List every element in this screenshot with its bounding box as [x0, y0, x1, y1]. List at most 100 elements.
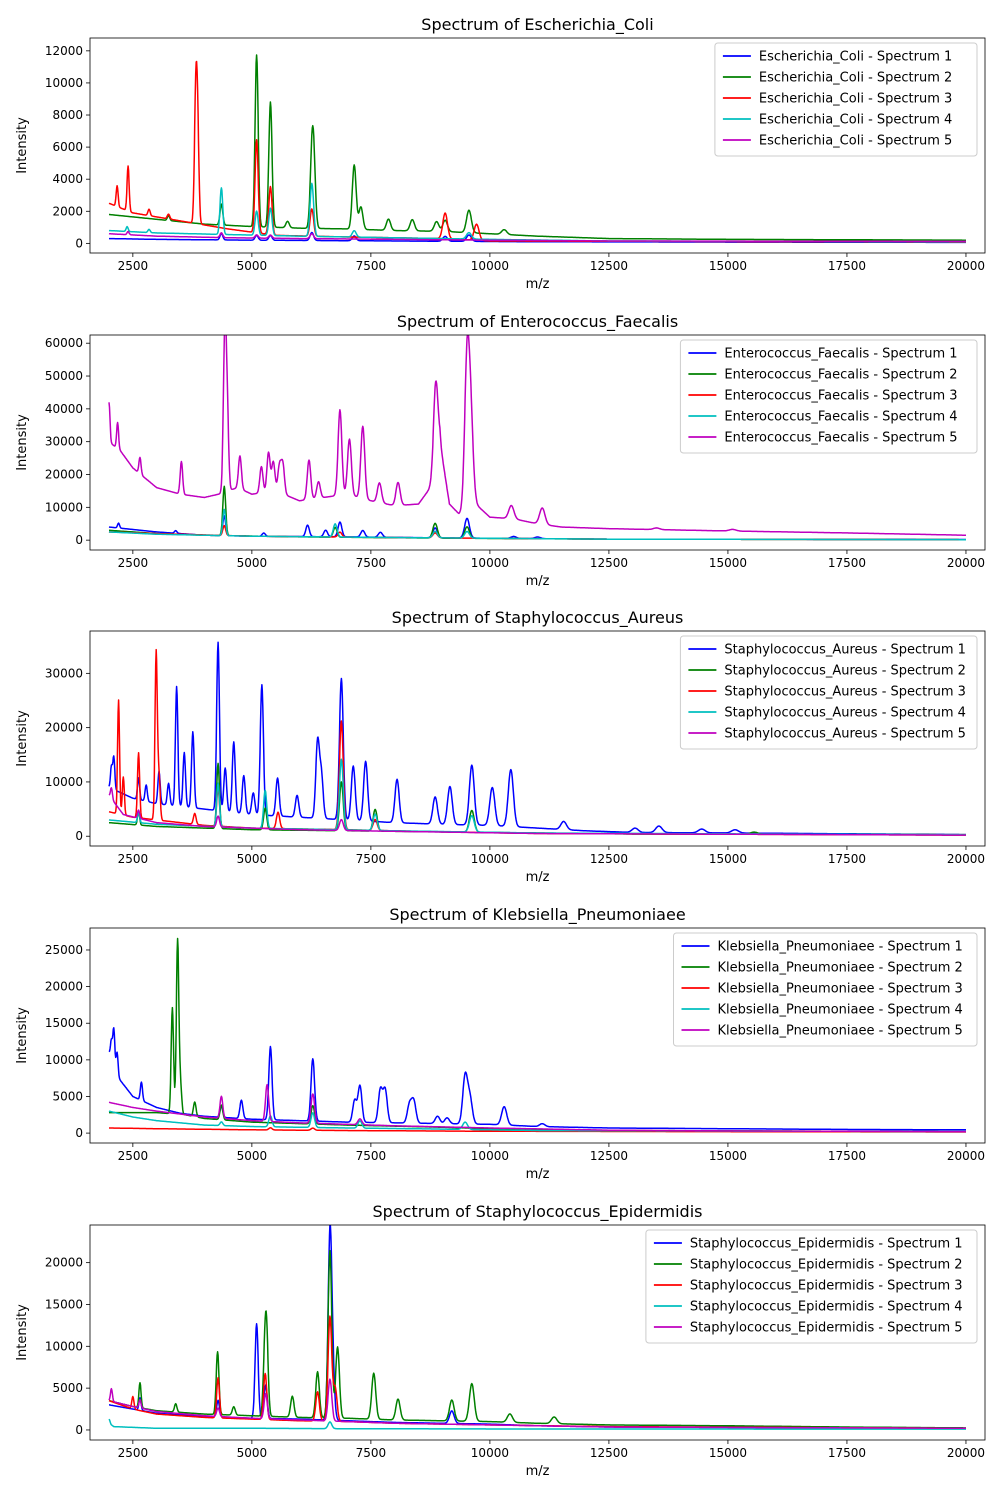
- y-tick-label: 0: [75, 829, 83, 843]
- x-tick-label: 10000: [471, 259, 509, 273]
- x-tick-label: 10000: [471, 1149, 509, 1163]
- legend-label: Staphylococcus_Aureus - Spectrum 3: [724, 685, 966, 700]
- legend-label: Staphylococcus_Aureus - Spectrum 1: [724, 643, 966, 658]
- x-tick-label: 15000: [709, 1149, 747, 1163]
- y-axis-label: Intensity: [15, 117, 30, 174]
- x-tick-label: 7500: [356, 556, 387, 570]
- x-tick-label: 17500: [828, 259, 866, 273]
- x-axis-label: m/z: [526, 1167, 550, 1182]
- y-tick-label: 5000: [52, 1089, 83, 1103]
- y-tick-label: 0: [75, 1126, 83, 1140]
- y-axis-label: Intensity: [15, 710, 30, 767]
- x-tick-label: 2500: [118, 259, 149, 273]
- legend-label: Staphylococcus_Epidermidis - Spectrum 3: [690, 1279, 963, 1294]
- y-axis-label: Intensity: [15, 1304, 30, 1361]
- y-tick-label: 2000: [52, 204, 83, 218]
- axes-frame: [89, 630, 986, 847]
- legend-label: Escherichia_Coli - Spectrum 1: [759, 50, 952, 65]
- series-group: [108, 335, 967, 541]
- legend: Escherichia_Coli - Spectrum 1 Escherichia…: [714, 42, 978, 157]
- x-tick-label: 5000: [237, 1149, 268, 1163]
- y-tick-label: 60000: [45, 336, 83, 350]
- legend-label: Staphylococcus_Epidermidis - Spectrum 4: [690, 1300, 963, 1315]
- y-tick-label: 5000: [52, 1381, 83, 1395]
- x-tick-label: 7500: [356, 1446, 387, 1460]
- legend-label: Staphylococcus_Epidermidis - Spectrum 5: [690, 1321, 963, 1336]
- x-tick-label: 10000: [471, 1446, 509, 1460]
- x-tick-label: 17500: [828, 852, 866, 866]
- legend-label: Escherichia_Coli - Spectrum 4: [759, 113, 952, 128]
- x-tick-label: 15000: [709, 556, 747, 570]
- x-tick-label: 7500: [356, 259, 387, 273]
- x-tick-label: 15000: [709, 852, 747, 866]
- legend-label: Klebsiella_Pneumoniaee - Spectrum 1: [718, 940, 963, 955]
- y-tick-label: 40000: [45, 402, 83, 416]
- series-line-5: [108, 787, 967, 836]
- x-tick-label: 15000: [709, 259, 747, 273]
- series-line-4: [108, 1418, 967, 1430]
- y-tick-label: 10000: [45, 775, 83, 789]
- chart-title: Spectrum of Klebsiella_Pneumoniaee: [389, 905, 685, 925]
- x-tick-label: 12500: [590, 259, 628, 273]
- x-tick-label: 2500: [118, 1149, 149, 1163]
- x-tick-label: 5000: [237, 556, 268, 570]
- y-tick-label: 10000: [45, 1339, 83, 1353]
- x-tick-label: 10000: [471, 556, 509, 570]
- legend-label: Escherichia_Coli - Spectrum 2: [759, 71, 952, 86]
- chart-panel-5: Spectrum of Staphylococcus_Epidermidis 25…: [15, 1202, 986, 1479]
- legend-box: [673, 932, 978, 1047]
- y-tick-label: 50000: [45, 369, 83, 383]
- legend-box: [679, 339, 978, 454]
- legend: Enterococcus_Faecalis - Spectrum 1 Entero…: [679, 339, 978, 454]
- legend-box: [645, 1229, 978, 1344]
- x-tick-label: 20000: [947, 259, 985, 273]
- y-tick-label: 15000: [45, 1016, 83, 1030]
- y-tick-label: 30000: [45, 435, 83, 449]
- legend-label: Staphylococcus_Epidermidis - Spectrum 1: [690, 1237, 963, 1252]
- y-tick-label: 30000: [45, 666, 83, 680]
- x-axis-label: m/z: [526, 574, 550, 589]
- legend-label: Klebsiella_Pneumoniaee - Spectrum 4: [718, 1003, 963, 1018]
- x-tick-label: 20000: [947, 1149, 985, 1163]
- y-tick-label: 25000: [45, 943, 83, 957]
- y-tick-label: 0: [75, 533, 83, 547]
- legend-label: Enterococcus_Faecalis - Spectrum 4: [724, 410, 957, 425]
- series-line-2: [108, 762, 967, 836]
- x-tick-label: 20000: [947, 1446, 985, 1460]
- legend-box: [714, 42, 978, 157]
- y-tick-label: 10000: [45, 500, 83, 514]
- axes-frame: [89, 334, 986, 551]
- chart-title: Spectrum of Staphylococcus_Aureus: [392, 608, 684, 628]
- y-tick-label: 10000: [45, 76, 83, 90]
- legend: Staphylococcus_Aureus - Spectrum 1 Staphy…: [679, 635, 978, 750]
- series-line-5: [108, 1378, 967, 1430]
- legend-label: Enterococcus_Faecalis - Spectrum 5: [724, 431, 957, 446]
- chart-panel-3: Spectrum of Staphylococcus_Aureus 2500 500…: [15, 608, 986, 885]
- y-tick-label: 0: [75, 1423, 83, 1437]
- chart-panel-4: Spectrum of Klebsiella_Pneumoniaee 2500 50…: [15, 905, 986, 1182]
- y-axis-label: Intensity: [15, 414, 30, 471]
- y-tick-label: 8000: [52, 108, 83, 122]
- legend-label: Enterococcus_Faecalis - Spectrum 1: [724, 347, 957, 362]
- y-tick-label: 6000: [52, 140, 83, 154]
- x-tick-label: 17500: [828, 1446, 866, 1460]
- x-tick-label: 15000: [709, 1446, 747, 1460]
- legend-box: [679, 635, 978, 750]
- x-tick-label: 12500: [590, 1149, 628, 1163]
- legend-label: Staphylococcus_Epidermidis - Spectrum 2: [690, 1258, 963, 1273]
- x-tick-label: 17500: [828, 1149, 866, 1163]
- legend: Staphylococcus_Epidermidis - Spectrum 1 S…: [645, 1229, 978, 1344]
- series-line-4: [108, 758, 967, 836]
- x-tick-label: 20000: [947, 852, 985, 866]
- x-tick-label: 17500: [828, 556, 866, 570]
- x-tick-label: 7500: [356, 1149, 387, 1163]
- series-line-4: [108, 508, 967, 541]
- legend: Klebsiella_Pneumoniaee - Spectrum 1 Klebs…: [673, 932, 978, 1047]
- x-tick-label: 12500: [590, 556, 628, 570]
- legend-label: Staphylococcus_Aureus - Spectrum 4: [724, 706, 966, 721]
- chart-panel-1: Spectrum of Escherichia_Coli 2500 5000 7500…: [15, 15, 986, 292]
- y-axis-label: Intensity: [15, 1007, 30, 1064]
- legend-label: Klebsiella_Pneumoniaee - Spectrum 5: [718, 1024, 963, 1039]
- x-axis-label: m/z: [526, 870, 550, 885]
- series-group: [108, 641, 967, 836]
